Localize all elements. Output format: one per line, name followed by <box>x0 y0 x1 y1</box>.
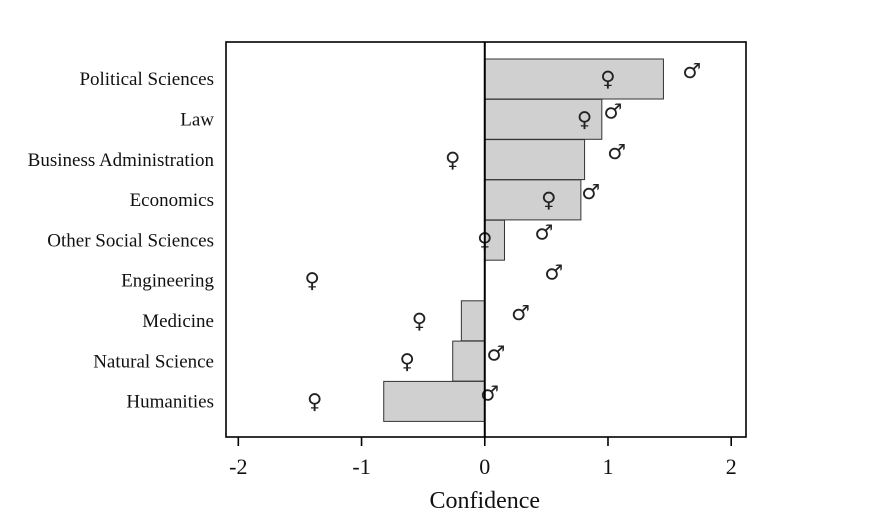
female-marker: ♀ <box>307 390 322 414</box>
male-marker: ♂ <box>604 99 623 123</box>
bar <box>460 300 486 342</box>
x-tick-label: 2 <box>726 454 737 479</box>
x-tick-label: 1 <box>602 454 613 479</box>
x-axis-title: Confidence <box>429 488 540 514</box>
bar <box>484 58 664 100</box>
category-label: Business Administration <box>28 150 215 171</box>
category-labels: Political Sciences Law Business Administra… <box>28 69 215 412</box>
category-label: Engineering <box>121 271 214 292</box>
female-marker: ♀ <box>305 269 320 293</box>
female-marker: ♀ <box>399 349 414 373</box>
plot-frame <box>225 41 747 438</box>
male-marker: ♂ <box>480 382 499 406</box>
male-marker: ♂ <box>581 180 600 204</box>
bar <box>484 98 603 140</box>
female-marker: ♀ <box>577 107 592 131</box>
female-marker: ♀ <box>600 67 615 91</box>
bar <box>484 179 582 221</box>
male-marker: ♂ <box>544 261 563 285</box>
female-marker: ♀ <box>445 148 460 172</box>
male-marker: ♂ <box>682 59 701 83</box>
male-marker: ♂ <box>607 140 626 164</box>
male-marker: ♂ <box>535 220 554 244</box>
female-marker: ♀ <box>541 188 556 212</box>
bar <box>452 340 486 382</box>
female-marker: ♀ <box>412 309 427 333</box>
x-axis-ticks: -2 -1 0 1 2 <box>229 437 737 479</box>
symbols-layer: ♀♂♀♂♀♂♀♂♀♂♀♂♀♂♀♂♀♂ <box>305 59 702 413</box>
category-label: Political Sciences <box>79 69 214 90</box>
x-tick-label: -2 <box>229 454 247 479</box>
category-label: Economics <box>130 190 214 211</box>
category-label: Other Social Sciences <box>47 230 214 251</box>
x-tick-label: -1 <box>352 454 370 479</box>
category-label: Medicine <box>142 311 214 332</box>
male-marker: ♂ <box>486 341 505 365</box>
category-label: Humanities <box>126 392 214 413</box>
male-marker: ♂ <box>511 301 530 325</box>
bar <box>383 380 486 422</box>
category-label: Natural Science <box>93 351 214 372</box>
x-tick-label: 0 <box>479 454 490 479</box>
bars-layer <box>383 58 664 422</box>
category-label: Law <box>180 109 214 130</box>
bar <box>484 139 586 181</box>
